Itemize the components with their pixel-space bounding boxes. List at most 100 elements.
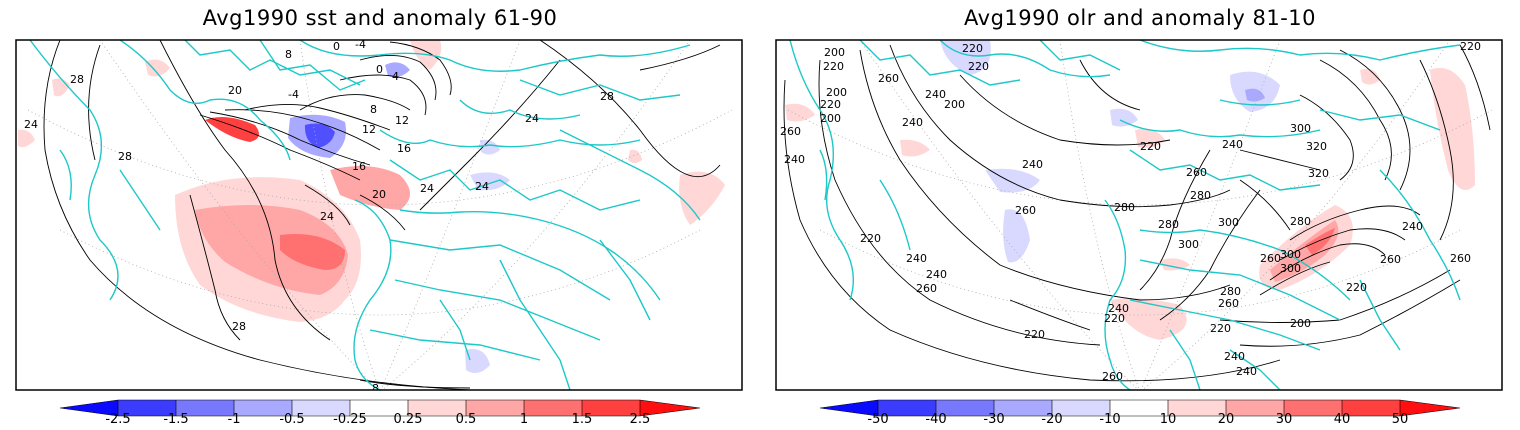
sst-colorbar (59, 399, 701, 417)
svg-text:200: 200 (1290, 317, 1311, 330)
olr-panel: Avg1990 olr and anomaly 81-10 (760, 0, 1520, 430)
olr-coastlines (789, 40, 1461, 390)
svg-text:300: 300 (1178, 238, 1199, 251)
sst-map: 28 24 20 16 12 8 4 0 -4 8 0 -4 28 28 24 … (15, 39, 743, 417)
olr-anomaly-negative-2 (1245, 88, 1265, 102)
olr-cb-7 (1226, 400, 1284, 416)
sst-anomaly-positive-7 (145, 59, 170, 77)
svg-text:280: 280 (1114, 201, 1135, 214)
svg-text:220: 220 (1140, 140, 1161, 153)
svg-text:220: 220 (968, 60, 989, 73)
svg-text:8: 8 (285, 48, 292, 61)
sst-cb-3 (234, 400, 292, 416)
svg-text:220: 220 (1210, 322, 1231, 335)
sst-cb-0 (60, 400, 118, 416)
olr-cb-label: -50 (867, 412, 889, 427)
svg-text:260: 260 (1218, 297, 1239, 310)
svg-text:300: 300 (1218, 216, 1239, 229)
sst-anomaly-positive-10 (679, 171, 725, 225)
sst-cb-label: 2.5 (629, 412, 651, 427)
svg-text:240: 240 (1222, 138, 1243, 151)
svg-text:240: 240 (926, 268, 947, 281)
sst-graticule (27, 40, 733, 390)
olr-anomaly-negative-6 (1110, 108, 1138, 127)
sst-anomaly-positive-3 (280, 234, 345, 270)
olr-cb-label: 50 (1391, 412, 1409, 427)
svg-text:16: 16 (397, 142, 411, 155)
svg-text:220: 220 (820, 98, 841, 111)
sst-cb-5 (350, 400, 408, 416)
sst-cb-2 (176, 400, 234, 416)
svg-text:240: 240 (1224, 350, 1245, 363)
sst-anomaly-negative-2 (304, 123, 335, 148)
olr-anomaly-negative-5 (940, 40, 991, 75)
svg-text:260: 260 (1450, 252, 1471, 265)
svg-text:200: 200 (820, 112, 841, 125)
olr-colorbar (819, 399, 1461, 417)
sst-anomaly-negative-3 (385, 62, 410, 78)
svg-text:240: 240 (1108, 302, 1129, 315)
svg-text:220: 220 (860, 232, 881, 245)
svg-text:240: 240 (784, 153, 805, 166)
sst-anomaly-negative-6 (480, 139, 500, 155)
svg-text:280: 280 (1290, 215, 1311, 228)
sst-cb-label: -2.5 (105, 412, 131, 427)
sst-anomaly-positive-4 (205, 116, 259, 142)
svg-text:320: 320 (1308, 167, 1329, 180)
svg-text:200: 200 (944, 98, 965, 111)
olr-cb-4 (1052, 400, 1110, 416)
olr-cb-3 (994, 400, 1052, 416)
olr-cb-label: 40 (1333, 412, 1351, 427)
svg-text:-4: -4 (288, 88, 299, 101)
olr-anomaly-positive-5 (1110, 298, 1187, 340)
svg-text:12: 12 (395, 114, 409, 127)
svg-text:24: 24 (475, 180, 489, 193)
olr-cb-8 (1284, 400, 1342, 416)
svg-text:28: 28 (70, 73, 84, 86)
olr-anomaly-positive-10 (785, 103, 815, 122)
svg-text:200: 200 (826, 86, 847, 99)
olr-cb-label: -40 (925, 412, 947, 427)
olr-cb-label: 10 (1159, 412, 1177, 427)
olr-anomaly-positive-9 (900, 139, 930, 157)
sst-cb-8 (524, 400, 582, 416)
olr-anomaly-positive-7 (1360, 68, 1380, 85)
sst-cb-label: 1 (519, 412, 529, 427)
olr-cb-2 (936, 400, 994, 416)
olr-cb-label: 30 (1275, 412, 1293, 427)
svg-text:280: 280 (1190, 189, 1211, 202)
svg-text:28: 28 (118, 150, 132, 163)
olr-cb-label: -30 (983, 412, 1005, 427)
svg-text:260: 260 (1260, 252, 1281, 265)
svg-text:260: 260 (1186, 166, 1207, 179)
olr-title: Avg1990 olr and anomaly 81-10 (964, 6, 1316, 30)
svg-text:28: 28 (600, 90, 614, 103)
olr-anomaly-positive-3 (1305, 228, 1335, 255)
svg-text:0: 0 (333, 40, 340, 53)
svg-text:240: 240 (1402, 220, 1423, 233)
svg-text:24: 24 (420, 182, 434, 195)
svg-text:260: 260 (1015, 204, 1036, 217)
sst-cb-label: -1 (227, 412, 241, 427)
sst-cb-label: -0.5 (279, 412, 305, 427)
sst-cb-label: 1.5 (571, 412, 593, 427)
olr-cb-9 (1342, 400, 1400, 416)
sst-cb-7 (466, 400, 524, 416)
sst-cb-10 (640, 400, 700, 416)
svg-text:300: 300 (1280, 262, 1301, 275)
svg-text:240: 240 (1236, 365, 1257, 378)
sst-anomaly-positive-9 (18, 129, 35, 148)
sst-cb-label: 0.5 (455, 412, 477, 427)
sst-cb-1 (118, 400, 176, 416)
olr-cb-1 (878, 400, 936, 416)
olr-cb-5 (1110, 400, 1168, 416)
svg-text:8: 8 (370, 103, 377, 116)
sst-cb-9 (582, 400, 640, 416)
olr-graticule (787, 40, 1493, 390)
svg-text:20: 20 (372, 188, 386, 201)
sst-anomaly-positive-5 (330, 166, 410, 210)
svg-text:200: 200 (824, 46, 845, 59)
svg-text:260: 260 (878, 72, 899, 85)
svg-text:220: 220 (1346, 281, 1367, 294)
olr-cb-label: -10 (1099, 412, 1121, 427)
